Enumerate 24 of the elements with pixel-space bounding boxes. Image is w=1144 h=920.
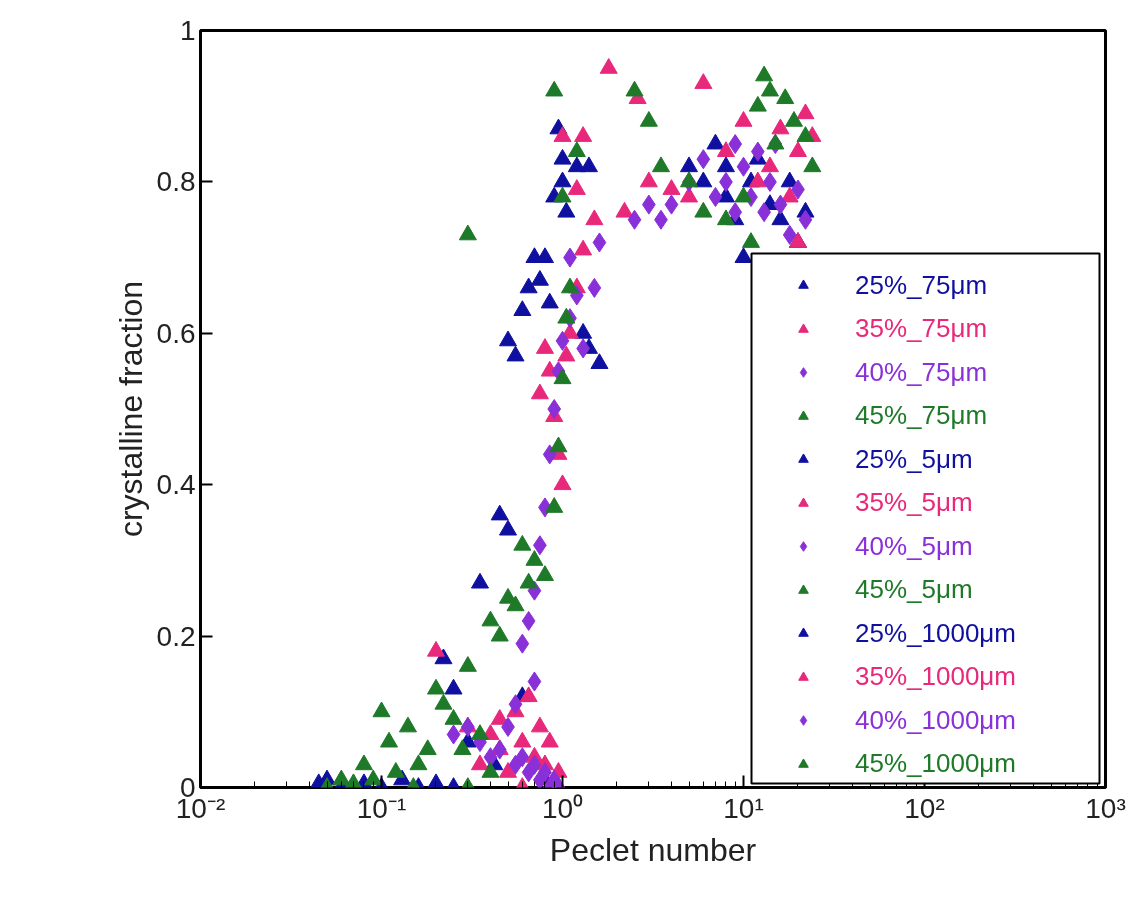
legend-label: 35%_1000μm [855,661,1016,692]
y-tick-label: 0.8 [156,166,196,198]
y-tick-label: 0.6 [156,317,196,349]
x-axis-title: Peclet number [549,831,757,868]
legend-label: 45%_75μm [855,400,988,431]
legend-label: 25%_75μm [855,269,988,301]
legend-label: 35%_75μm [855,313,988,344]
legend-label: 40%_75μm [855,356,988,388]
y-axis-title: crystalline fraction [112,280,149,538]
x-tick-label: 10⁻¹ [356,792,407,824]
legend-label: 40%_1000μm [855,704,1016,736]
legend-label: 35%_5μm [855,487,973,518]
y-tick-label: 1 [179,15,196,46]
y-tick-label: 0.2 [156,620,196,652]
legend-label: 45%_1000μm [855,748,1016,779]
x-tick-label: 10³ [1085,792,1126,824]
y-tick-label: 0.4 [156,469,196,501]
legend-label: 45%_5μm [855,574,973,605]
legend-label: 25%_5μm [855,443,973,475]
legend-label: 40%_5μm [855,530,973,562]
x-tick-label: 10⁰ [541,792,584,824]
legend-label: 25%_1000μm [855,617,1016,649]
x-tick-label: 10² [904,792,945,824]
x-tick-label: 10¹ [723,792,764,824]
